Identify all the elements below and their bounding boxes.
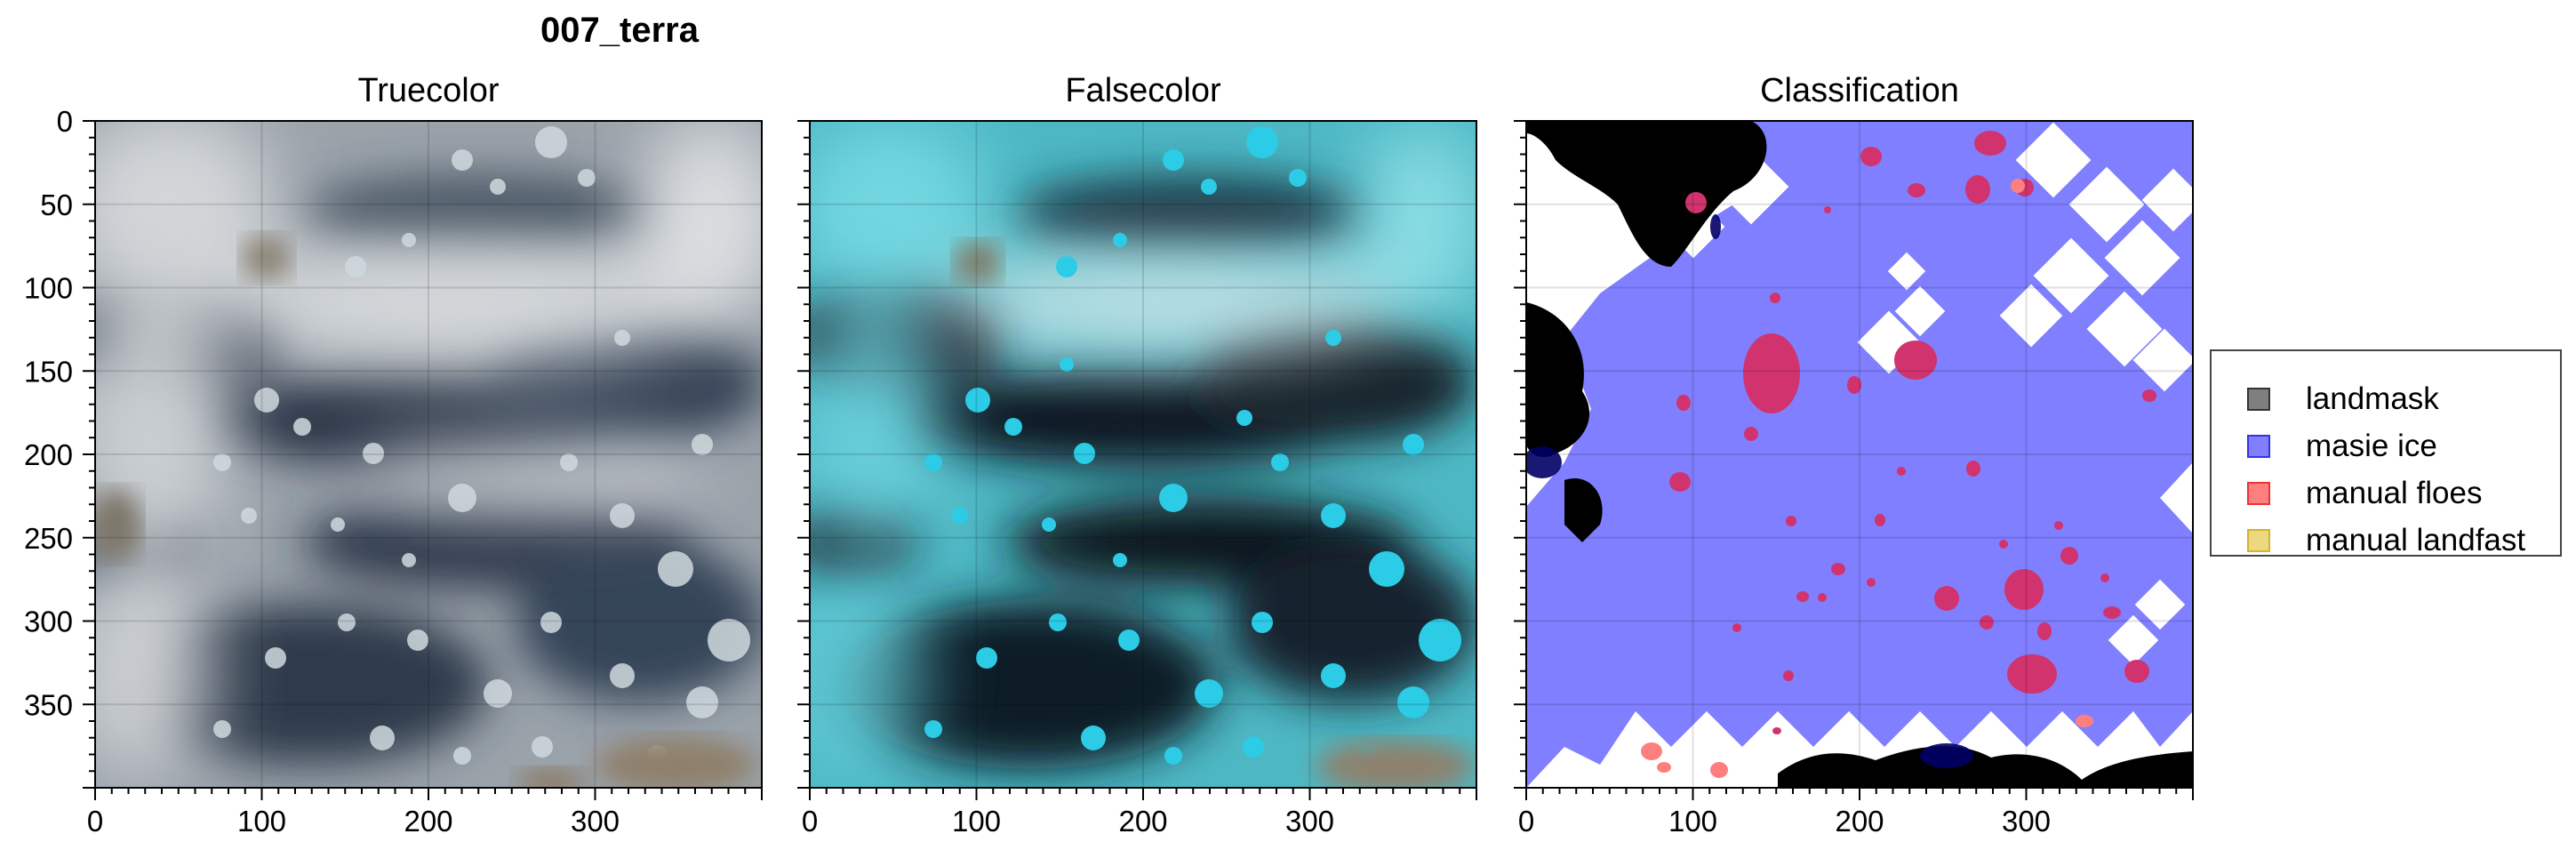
y-tick-label: 200 [24, 438, 73, 471]
panel-title-falsecolor: Falsecolor [1065, 72, 1221, 109]
panel-classification: Classification [1514, 72, 2194, 838]
x-tick-label: 200 [404, 805, 452, 838]
legend-item-manual-floes: manual floes [2247, 476, 2482, 511]
legend-swatch [2247, 482, 2270, 505]
x-tick-label: 0 [87, 805, 103, 838]
y-tick-label: 100 [24, 272, 73, 305]
y-tick-label: 0 [57, 105, 73, 138]
truecolor-image [95, 121, 762, 788]
y-tick-label: 250 [24, 522, 73, 555]
x-tick-label: 300 [2002, 805, 2051, 838]
y-tick-label: 150 [24, 355, 73, 388]
grid-falsecolor [810, 121, 1476, 788]
x-tick-label: 100 [952, 805, 1001, 838]
panel-truecolor: Truecolor [24, 72, 763, 838]
falsecolor-image [810, 121, 1476, 788]
y-tick-labels: 0 50 100 150 200 250 300 350 [24, 105, 73, 721]
x-tick-labels-falsecolor: 0 100 200 300 [802, 805, 1334, 838]
legend-swatch [2247, 435, 2270, 458]
legend-label: manual landfast [2306, 523, 2526, 557]
x-tick-labels-classification: 0 100 200 300 [1518, 805, 2051, 838]
y-tick-label: 350 [24, 688, 73, 721]
x-tick-label: 300 [571, 805, 620, 838]
legend: landmask masie ice manual floes manual l… [2210, 349, 2562, 557]
grid-classification [1526, 121, 2193, 788]
x-tick-label: 300 [1285, 805, 1334, 838]
legend-label: masie ice [2306, 429, 2437, 463]
grid-truecolor [95, 121, 762, 788]
legend-item-manual-landfast: manual landfast [2247, 523, 2525, 558]
legend-item-landmask: landmask [2247, 381, 2439, 417]
manual-floes [1669, 131, 2156, 734]
legend-label: landmask [2306, 381, 2439, 416]
y-tick-label: 300 [24, 605, 73, 638]
figure-suptitle: 007_terra [540, 11, 699, 50]
classification-image [1526, 121, 2193, 788]
legend-label: manual floes [2306, 476, 2483, 510]
x-tick-label: 0 [802, 805, 818, 838]
x-tick-labels-truecolor: 0 100 200 300 [87, 805, 620, 838]
masie-ice-region [1526, 121, 2193, 788]
x-tick-label: 100 [237, 805, 286, 838]
legend-swatch [2247, 388, 2270, 411]
panel-title-truecolor: Truecolor [357, 72, 499, 109]
x-tick-label: 200 [1835, 805, 1884, 838]
legend-swatch [2247, 529, 2270, 552]
x-tick-label: 0 [1518, 805, 1534, 838]
legend-item-masie-ice: masie ice [2247, 429, 2437, 464]
x-tick-label: 200 [1118, 805, 1167, 838]
panel-falsecolor: Falsecolor [797, 72, 1477, 838]
y-tick-label: 50 [40, 188, 73, 221]
x-tick-label: 100 [1668, 805, 1717, 838]
landmask-regions [1526, 121, 2193, 788]
panel-title-classification: Classification [1760, 72, 1959, 109]
